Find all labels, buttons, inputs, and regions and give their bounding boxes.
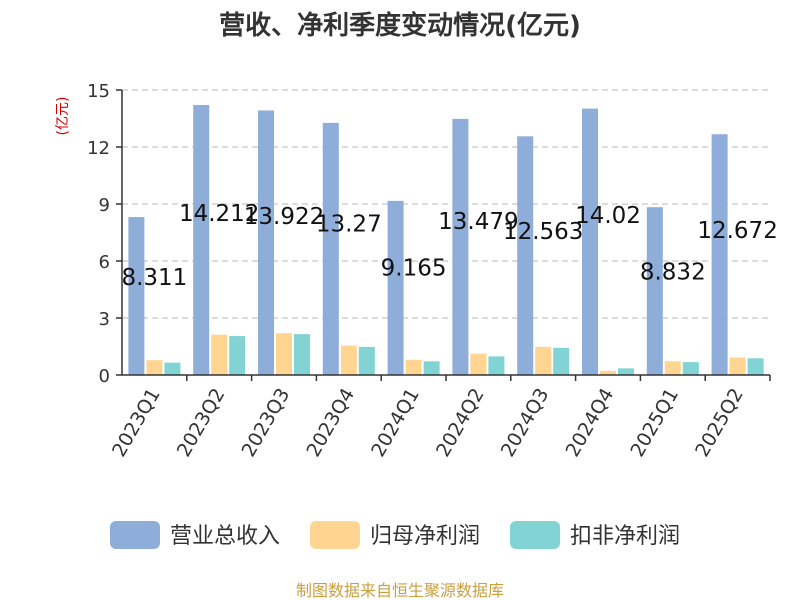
x-tick-label: 2023Q3 [238,385,295,461]
data-label: 9.165 [381,256,447,282]
bar-2 [600,370,616,375]
bar-3 [747,358,764,375]
legend-label-3: 扣非净利润 [570,524,680,549]
bar-3 [229,336,246,375]
x-tick-label: 2023Q4 [302,385,359,461]
data-label: 12.563 [503,219,583,245]
x-tick-label: 2025Q2 [691,385,748,461]
bar-1 [322,122,339,376]
bar-1 [517,136,534,375]
x-tick-label: 2024Q2 [432,385,489,461]
data-label: 13.479 [438,209,518,235]
x-tick-label: 2024Q3 [497,385,554,461]
legend-swatch-2 [310,521,360,549]
bar-1 [387,200,404,375]
data-label: 12.672 [697,218,777,244]
legend-swatch-3 [510,521,560,549]
x-tick-label: 2023Q2 [173,385,230,461]
data-label: 13.922 [244,204,324,230]
bar-2 [729,357,746,375]
bar-2 [276,333,292,375]
bar-2 [664,361,681,375]
y-tick-label: 12 [87,138,110,159]
legend-label-1: 营业总收入 [170,524,280,549]
x-tick-label: 2023Q1 [108,385,165,461]
bar-2 [340,345,357,375]
data-label: 14.212 [179,201,259,227]
data-label: 8.832 [640,259,706,285]
bar-3 [488,356,505,375]
bar-2 [405,359,422,375]
y-axis-label: (亿元) [55,97,71,136]
y-tick-label: 3 [99,309,110,330]
bar-2 [211,334,228,375]
bar-2 [146,360,163,375]
x-tick-label: 2025Q1 [626,385,683,461]
chart-title: 营收、净利季度变动情况(亿元) [219,10,581,41]
bar-1 [582,108,598,376]
y-tick-label: 9 [99,195,110,216]
legend: 营业总收入 归母净利润 扣非净利润 [110,521,680,549]
bar-3 [294,334,310,375]
bar-1 [452,118,469,376]
bar-3 [618,368,634,375]
legend-label-2: 归母净利润 [370,524,480,549]
bar-1 [711,134,728,375]
data-labels: 8.31114.21213.92213.279.16513.47912.5631… [121,201,777,291]
bars [128,104,764,376]
bar-3 [164,362,181,375]
bar-1 [258,110,274,376]
y-tick-label: 6 [99,252,110,273]
bar-1 [193,104,210,376]
bar-3 [682,362,699,375]
legend-swatch-1 [110,521,160,549]
source-note: 制图数据来自恒生聚源数据库 [296,581,504,600]
bar-3 [358,346,375,375]
x-tick-label: 2024Q1 [367,385,424,461]
data-label: 8.311 [121,265,187,291]
bar-2 [470,353,487,375]
bar-3 [423,361,440,375]
bar-1 [128,217,145,375]
y-tick-label: 15 [87,81,110,102]
data-label: 14.02 [575,203,641,229]
bar-2 [535,346,552,375]
bar-1 [646,207,663,375]
bar-3 [553,347,570,375]
x-tick-label: 2024Q4 [562,385,619,461]
y-tick-label: 0 [99,366,110,387]
data-label: 13.27 [316,211,382,237]
